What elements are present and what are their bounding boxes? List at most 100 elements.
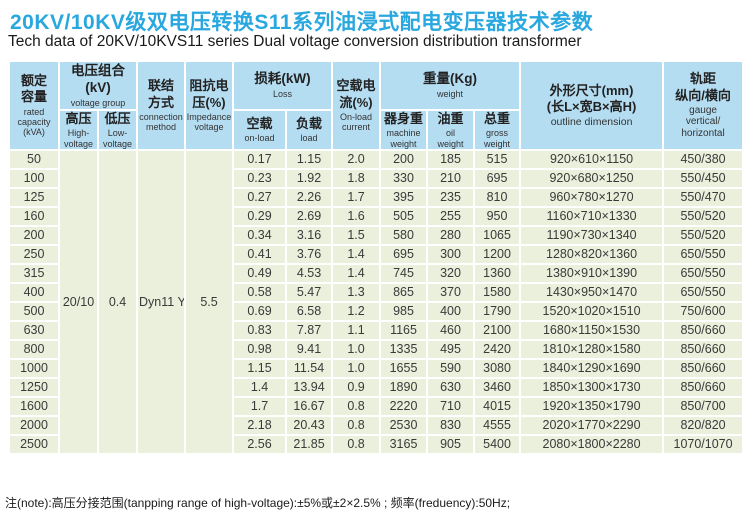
cell-gross-weight: 1360: [473, 262, 522, 284]
footnote: 注(note):高压分接范围(tanpping range of high-vo…: [5, 496, 511, 510]
cell-on-load-current: 2.0: [331, 148, 382, 170]
cell-gauge: 550/520: [662, 205, 745, 227]
label-zh: 空载电 流(%): [336, 78, 376, 110]
cell-capacity: 800: [8, 338, 60, 360]
cell-capacity: 100: [8, 167, 60, 189]
cell-on-load-current: 1.2: [331, 300, 382, 322]
cell-on-load-current: 1.4: [331, 262, 382, 284]
cell-oil-weight: 590: [426, 357, 476, 379]
cell-dimensions: 920×610×1150: [519, 148, 665, 170]
cell-high-voltage: 20/10: [58, 148, 99, 455]
label-zh: 总重: [484, 111, 511, 126]
cell-no-load-loss: 0.69: [232, 300, 288, 322]
label-en: High- voltage: [63, 128, 94, 149]
cell-oil-weight: 320: [426, 262, 476, 284]
cell-machine-weight: 330: [379, 167, 429, 189]
cell-machine-weight: 3165: [379, 433, 429, 455]
cell-dimensions: 1380×910×1390: [519, 262, 665, 284]
cell-oil-weight: 370: [426, 281, 476, 303]
cell-load-loss: 21.85: [285, 433, 334, 455]
cell-machine-weight: 200: [379, 148, 429, 170]
cell-on-load-current: 0.9: [331, 376, 382, 398]
label-zh: 空载: [246, 116, 273, 132]
cell-gross-weight: 810: [473, 186, 522, 208]
cell-machine-weight: 580: [379, 224, 429, 246]
cell-no-load-loss: 0.17: [232, 148, 288, 170]
table-row: 100 0.23 1.92 1.8 330 210 695 920×680×1250 550/4…: [8, 167, 745, 189]
cell-load-loss: 3.76: [285, 243, 334, 265]
cell-oil-weight: 460: [426, 319, 476, 341]
cell-gauge: 850/700: [662, 395, 745, 417]
cell-capacity: 2500: [8, 433, 60, 455]
cell-capacity: 250: [8, 243, 60, 265]
label-en: Impedance voltage: [186, 111, 232, 133]
cell-dimensions: 960×780×1270: [519, 186, 665, 208]
cell-on-load-current: 1.0: [331, 338, 382, 360]
cell-capacity: 315: [8, 262, 60, 284]
col-header-gauge: 轨距 纵向/横向 gauge vertical/ horizontal: [662, 60, 745, 151]
cell-load-loss: 2.26: [285, 186, 334, 208]
col-header-low-voltage: 低压 Low- voltage: [96, 109, 139, 151]
cell-oil-weight: 710: [426, 395, 476, 417]
cell-gross-weight: 695: [473, 167, 522, 189]
cell-no-load-loss: 0.27: [232, 186, 288, 208]
cell-machine-weight: 1165: [379, 319, 429, 341]
table-row: 2000 2.18 20.43 0.8 2530 830 4555 2020×1770×229…: [8, 414, 745, 436]
label-zh: 油重: [437, 111, 464, 126]
cell-impedance: 5.5: [184, 148, 235, 455]
cell-load-loss: 16.67: [285, 395, 334, 417]
cell-on-load-current: 1.3: [331, 281, 382, 303]
page-title: 20KV/10KV级双电压转换S11系列油浸式配电变压器技术参数: [10, 11, 594, 34]
cell-gauge: 850/660: [662, 338, 745, 360]
label-zh: 损耗(kW): [254, 71, 311, 87]
cell-capacity: 2000: [8, 414, 60, 436]
cell-gross-weight: 950: [473, 205, 522, 227]
cell-oil-weight: 210: [426, 167, 476, 189]
table-row: 800 0.98 9.41 1.0 1335 495 2420 1810×1280×1580 8…: [8, 338, 745, 360]
label-en: load: [300, 133, 318, 144]
cell-load-loss: 7.87: [285, 319, 334, 341]
table-row: 400 0.58 5.47 1.3 865 370 1580 1430×950×1470 650…: [8, 281, 745, 303]
cell-machine-weight: 745: [379, 262, 429, 284]
cell-machine-weight: 695: [379, 243, 429, 265]
cell-load-loss: 9.41: [285, 338, 334, 360]
label-zh: 高压: [65, 111, 92, 126]
cell-machine-weight: 1655: [379, 357, 429, 379]
col-header-on-load-current: 空载电 流(%) On-load current: [331, 60, 382, 151]
cell-dimensions: 2080×1800×2280: [519, 433, 665, 455]
cell-no-load-loss: 2.18: [232, 414, 288, 436]
col-header-gross-weight: 总重 gross weight: [473, 109, 522, 151]
cell-oil-weight: 185: [426, 148, 476, 170]
cell-dimensions: 1810×1280×1580: [519, 338, 665, 360]
cell-gauge: 450/380: [662, 148, 745, 170]
cell-dimensions: 1280×820×1360: [519, 243, 665, 265]
table-row: 1000 1.15 11.54 1.0 1655 590 3080 1840×1290×169…: [8, 357, 745, 379]
spec-table: 额定 容量 rated capacity (kVA) 电压组合(kV) volt…: [8, 60, 745, 455]
cell-load-loss: 20.43: [285, 414, 334, 436]
cell-on-load-current: 1.8: [331, 167, 382, 189]
cell-on-load-current: 0.8: [331, 433, 382, 455]
col-header-no-load-loss: 空载 on-load: [232, 109, 288, 151]
cell-on-load-current: 1.4: [331, 243, 382, 265]
cell-gross-weight: 4555: [473, 414, 522, 436]
cell-no-load-loss: 0.83: [232, 319, 288, 341]
cell-oil-weight: 300: [426, 243, 476, 265]
label-en: Loss: [273, 89, 293, 100]
label-en: oil weight: [437, 128, 464, 149]
cell-gauge: 650/550: [662, 281, 745, 303]
table-header: 额定 容量 rated capacity (kVA) 电压组合(kV) volt…: [8, 60, 745, 151]
label-en: weight: [437, 89, 464, 100]
cell-gauge: 820/820: [662, 414, 745, 436]
cell-capacity: 500: [8, 300, 60, 322]
cell-gauge: 850/660: [662, 319, 745, 341]
cell-capacity: 200: [8, 224, 60, 246]
label-zh: 额定 容量: [20, 73, 47, 105]
cell-no-load-loss: 0.41: [232, 243, 288, 265]
label-zh: 外形尺寸(mm) (长L×宽B×高H): [546, 82, 637, 114]
cell-gauge: 850/660: [662, 376, 745, 398]
label-en: machine weight: [386, 128, 421, 149]
cell-on-load-current: 1.7: [331, 186, 382, 208]
cell-machine-weight: 395: [379, 186, 429, 208]
col-header-loss: 损耗(kW) Loss: [232, 60, 334, 111]
label-en: connection method: [139, 111, 183, 133]
